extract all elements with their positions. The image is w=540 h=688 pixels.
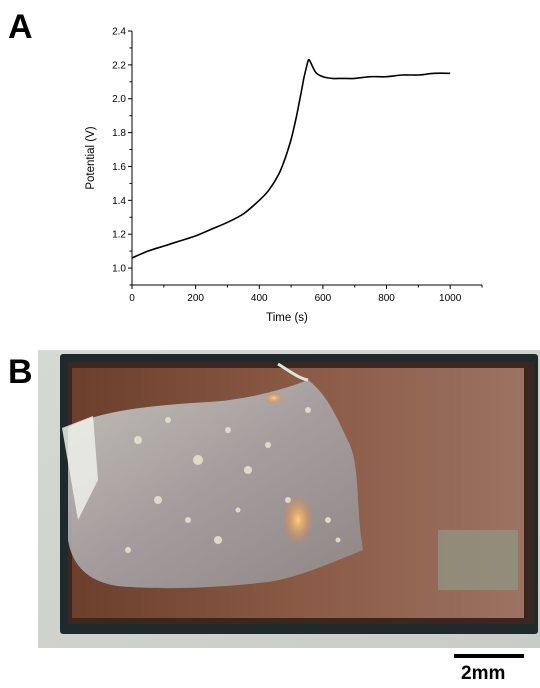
sample-photo-illustration: [38, 350, 540, 648]
y-tick-label: 1.8: [112, 128, 126, 139]
sample-photo: [38, 350, 540, 648]
film-edge-highlight: [277, 362, 309, 382]
chart-ticks: 0 200 400 600 800 1000 1.0 1.2 1.4 1.6 1.8 2.0 2.2 2.…: [112, 27, 483, 304]
copper-glint: [282, 494, 314, 546]
x-tick-label: 400: [251, 293, 268, 304]
x-tick-label: 800: [378, 293, 395, 304]
panel-label-b: B: [8, 353, 33, 391]
y-tick-label: 2.2: [112, 60, 126, 71]
y-tick-label: 2.0: [112, 94, 126, 105]
x-axis-title: Time (s): [266, 312, 308, 324]
film-reflection: [62, 416, 98, 520]
film-speckles: [125, 407, 341, 553]
panel-label-a: A: [8, 8, 33, 46]
x-tick-label: 0: [129, 293, 135, 304]
chart-series: [131, 58, 451, 259]
potential-series-line: [131, 58, 451, 259]
y-tick-label: 1.4: [112, 196, 126, 207]
x-tick-label: 1000: [439, 293, 462, 304]
y-tick-label: 1.2: [112, 230, 126, 241]
scale-bar-label: 2mm: [461, 663, 506, 684]
y-tick-label: 1.6: [112, 162, 126, 173]
y-axis-title: Potential (V): [85, 126, 97, 189]
chart-axes: [131, 31, 482, 286]
exposed-patch: [438, 530, 518, 590]
y-tick-label: 2.4: [112, 27, 126, 38]
copper-glint-top: [264, 392, 284, 404]
x-tick-label: 600: [315, 293, 332, 304]
potential-time-chart: 0 200 400 600 800 1000 1.0 1.2 1.4 1.6 1.8 2.0 2.2 2.…: [85, 27, 483, 324]
scale-bar: [454, 654, 524, 658]
y-tick-label: 1.0: [112, 264, 126, 275]
x-tick-label: 200: [187, 293, 204, 304]
